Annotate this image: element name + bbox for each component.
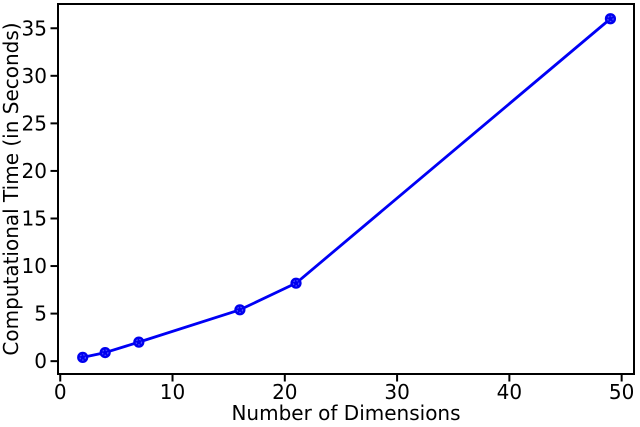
- y-tick-label: 10: [22, 254, 47, 278]
- data-point-inner-ring: [607, 15, 614, 23]
- y-tick-label: 35: [22, 16, 47, 40]
- data-point-inner-ring: [135, 338, 143, 346]
- data-point-inner-ring: [292, 279, 300, 287]
- y-tick-label: 0: [34, 349, 47, 373]
- data-point-marker: [290, 277, 302, 289]
- x-axis-label: Number of Dimensions: [231, 401, 460, 425]
- y-axis-label: Computational Time (in Seconds): [0, 22, 23, 355]
- data-point-marker: [234, 304, 246, 316]
- data-point-marker: [133, 336, 145, 348]
- y-tick-label: 15: [22, 206, 47, 230]
- x-tick-label: 0: [54, 380, 67, 404]
- y-tick-label: 5: [34, 302, 47, 326]
- y-tick-label: 20: [22, 159, 47, 183]
- x-tick-label: 50: [609, 380, 634, 404]
- data-point-inner-ring: [236, 306, 244, 314]
- data-point-inner-ring: [79, 354, 87, 361]
- data-point-marker: [77, 351, 89, 363]
- data-point-marker: [604, 13, 617, 25]
- x-tick-label: 40: [497, 380, 522, 404]
- x-tick-label: 10: [160, 380, 185, 404]
- y-tick-label: 25: [22, 111, 47, 135]
- x-tick-label: 30: [384, 380, 409, 404]
- data-point-inner-ring: [101, 349, 109, 356]
- axes-layer: 0 10 20 30 40 50 0 5 10 15 20 25 30 35: [22, 3, 635, 404]
- y-tick-label: 30: [22, 64, 47, 88]
- plot-border: [57, 3, 635, 375]
- data-point-marker: [99, 346, 111, 359]
- series-layer: [77, 13, 617, 363]
- x-tick-label: 20: [272, 380, 297, 404]
